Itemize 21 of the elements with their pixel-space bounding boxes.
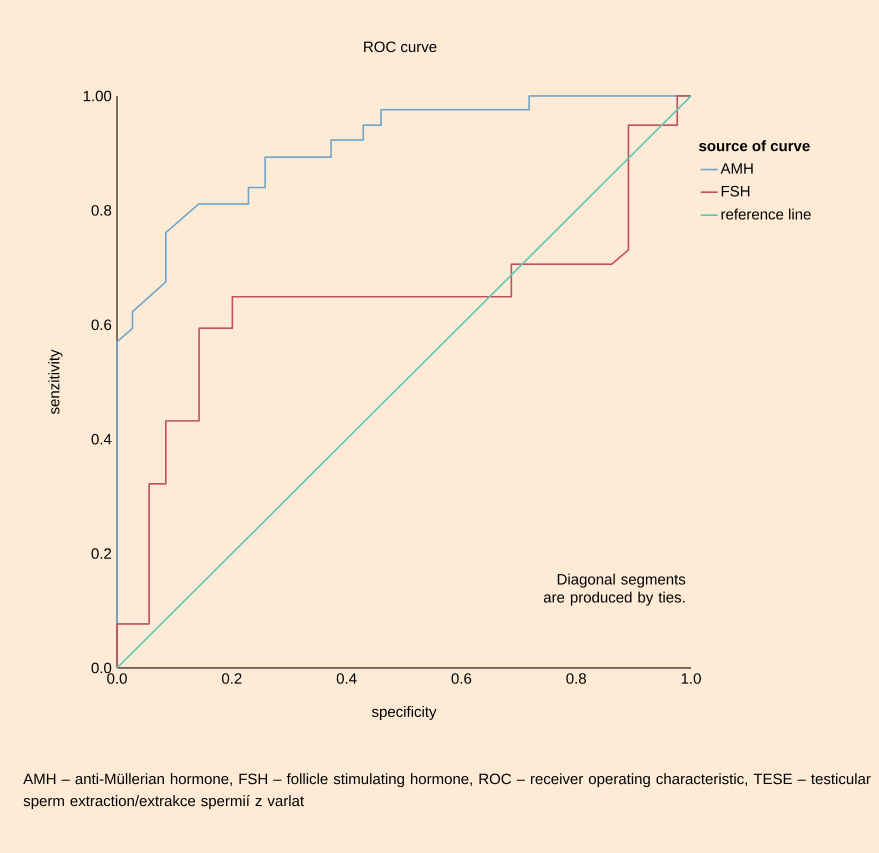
x-tick-label: 0.4 — [336, 673, 357, 684]
x-tick-label: 0.8 — [566, 673, 586, 684]
y-tick-label: 1.00 — [84, 90, 112, 102]
chart-title: ROC curve — [364, 42, 436, 52]
text: AMH – anti-Müllerian hormone, FSH – follicle stimulating hormone, ROC – receiver operating characteristic, TESE – testicular sperm extraction/extrakce spermií z varlat — [23, 773, 871, 810]
y-tick-label: 0.6 — [92, 319, 112, 330]
x-tick-label: 0.0 — [107, 673, 127, 684]
x-tick-label: 0.2 — [222, 673, 242, 684]
y-tick-label: 0.2 — [92, 548, 112, 559]
legend-label: FSH — [722, 186, 750, 196]
y-tick-label: 0.8 — [92, 205, 112, 216]
annotation: Diagonal segments are produced by ties. — [544, 574, 686, 606]
legend-label: reference line — [722, 208, 811, 220]
x-tick-label: 1.0 — [682, 673, 701, 684]
legend-title: source of curve — [699, 140, 810, 152]
legend-label: AMH — [720, 163, 753, 174]
y-tick-label: 0.0 — [92, 662, 112, 674]
x-axis-title: specificity — [372, 706, 436, 720]
x-tick-label: 0.6 — [452, 673, 472, 684]
y-axis-title: senzitivity — [48, 350, 62, 414]
y-tick-label: 0.4 — [92, 434, 112, 444]
